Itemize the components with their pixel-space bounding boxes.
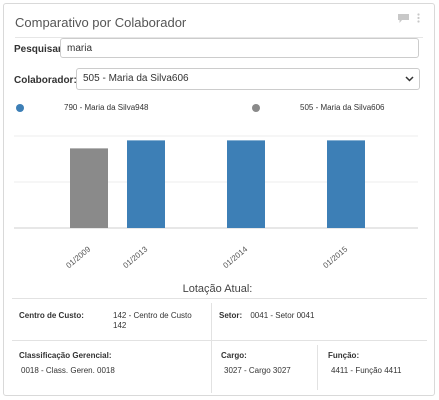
cargo-label: Cargo: bbox=[221, 351, 247, 360]
setor-value: 0041 - Setor 0041 bbox=[250, 311, 315, 320]
bar-01-2015[interactable] bbox=[327, 140, 365, 228]
title-divider bbox=[15, 37, 423, 38]
lotacao-vertical-divider bbox=[211, 303, 212, 393]
panel-title: Comparativo por Colaborador bbox=[15, 15, 187, 30]
collaborator-selected-value: 505 - Maria da Silva606 bbox=[83, 73, 189, 84]
class-gerencial-value: 0018 - Class. Geren. 0018 bbox=[21, 366, 115, 375]
legend-dot-790 bbox=[16, 103, 24, 112]
search-input[interactable] bbox=[60, 38, 419, 58]
centro-custo-label: Centro de Custo: bbox=[19, 311, 84, 320]
chevron-down-icon bbox=[405, 74, 414, 86]
legend-dot-505 bbox=[252, 103, 260, 112]
cargo-value: 3027 - Cargo 3027 bbox=[224, 366, 291, 375]
funcao-label: Função: bbox=[328, 351, 360, 360]
legend-label-790: 790 - Maria da Silva948 bbox=[64, 103, 149, 112]
class-gerencial-label: Classificação Gerencial: bbox=[19, 351, 112, 360]
x-tick-label: 01/2009 bbox=[64, 244, 92, 270]
bar-01-2009[interactable] bbox=[70, 148, 108, 228]
setor-info: Setor: 0041 - Setor 0041 bbox=[219, 311, 314, 320]
collaborator-label: Colaborador: bbox=[14, 75, 77, 86]
x-tick-label: 01/2014 bbox=[221, 244, 249, 270]
more-vertical-icon[interactable] bbox=[417, 13, 420, 23]
bar-01-2013[interactable] bbox=[127, 140, 165, 228]
bar-chart-svg: 01/2009 01/2013 01/2014 01/2015 bbox=[14, 135, 418, 270]
bar-chart: 01/2009 01/2013 01/2014 01/2015 bbox=[14, 120, 418, 270]
legend-item-505[interactable]: 505 - Maria da Silva606 bbox=[252, 103, 385, 112]
search-label: Pesquisar: bbox=[14, 44, 66, 55]
legend-item-790[interactable]: 790 - Maria da Silva948 bbox=[16, 103, 149, 112]
lotacao-cargo-divider bbox=[317, 345, 318, 390]
setor-label: Setor: bbox=[219, 311, 243, 320]
lotacao-top-divider bbox=[12, 298, 427, 299]
x-tick-label: 01/2015 bbox=[321, 244, 349, 270]
lotacao-middle-divider bbox=[12, 340, 427, 341]
centro-custo-value: 142 - Centro de Custo 142 bbox=[113, 311, 192, 330]
x-tick-label: 01/2013 bbox=[121, 244, 149, 270]
collaborator-select[interactable]: 505 - Maria da Silva606 bbox=[76, 68, 420, 90]
comment-icon[interactable] bbox=[398, 13, 409, 23]
legend-label-505: 505 - Maria da Silva606 bbox=[300, 103, 385, 112]
funcao-value: 4411 - Função 4411 bbox=[331, 366, 402, 375]
lotacao-title: Lotação Atual: bbox=[182, 283, 253, 295]
bar-01-2014[interactable] bbox=[227, 140, 265, 228]
panel-actions bbox=[398, 13, 420, 23]
